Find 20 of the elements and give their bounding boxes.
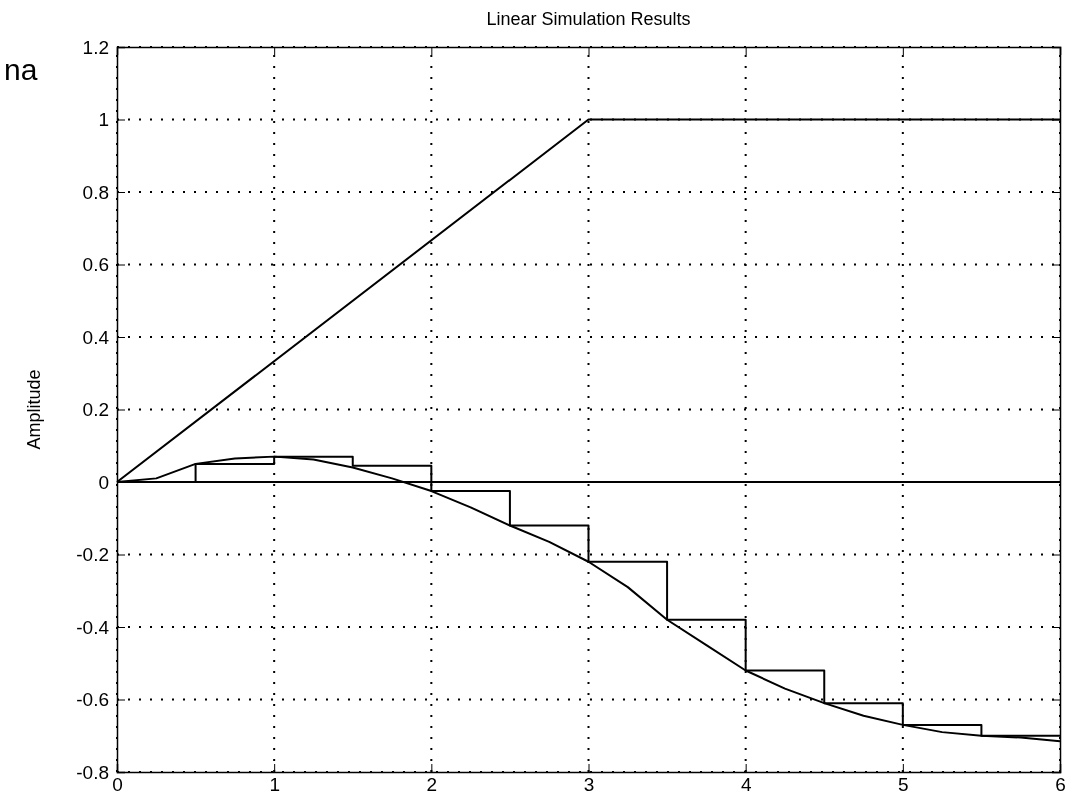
y-tick-label: 0.4	[82, 326, 110, 348]
y-tick-label: 0.6	[82, 254, 109, 276]
text: na	[4, 53, 38, 86]
y-tick-label: 1.2	[82, 36, 109, 58]
x-tick-label: 3	[583, 774, 595, 796]
y-tick-label: -0.8	[76, 761, 109, 783]
x-tick-label: 1	[269, 774, 280, 796]
y-tick-label: 0.8	[82, 181, 109, 203]
y-tick-label: 0.2	[82, 399, 109, 421]
y-axis-title: Amplitude	[24, 369, 44, 450]
chart-title: Linear Simulation Results	[486, 9, 691, 29]
y-tick-label: -0.2	[76, 544, 109, 566]
x-tick-label: 4	[740, 774, 752, 796]
x-tick-label: 5	[898, 774, 909, 796]
y-tick-label: -0.4	[76, 616, 110, 638]
x-tick-label: 2	[426, 774, 438, 796]
y-tick-label: 1	[98, 109, 109, 131]
y-tick-label: 0	[98, 471, 109, 493]
y-tick-label: -0.6	[76, 689, 109, 711]
x-tick-label: 6	[1055, 774, 1066, 796]
